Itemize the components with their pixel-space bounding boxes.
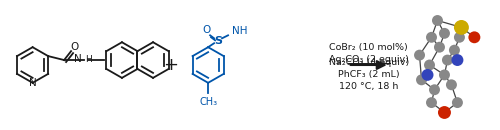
Text: O: O [202,25,210,35]
Circle shape [416,74,427,85]
Text: S: S [214,36,222,46]
Circle shape [439,28,450,39]
Text: N: N [74,54,82,64]
Circle shape [452,54,464,66]
Text: PhCF₃ (2 mL): PhCF₃ (2 mL) [338,70,400,79]
Circle shape [414,50,425,61]
Circle shape [439,107,450,118]
Circle shape [442,55,453,66]
Circle shape [429,84,440,95]
Text: +: + [162,56,178,74]
Text: N: N [28,78,36,88]
Text: Ag₂CO₃ (2 equiv): Ag₂CO₃ (2 equiv) [328,55,408,64]
Circle shape [454,32,465,43]
Circle shape [426,97,437,108]
Text: CoBr₂ (10 mol%): CoBr₂ (10 mol%) [330,43,408,52]
Text: O: O [70,42,78,52]
Circle shape [439,69,450,80]
Text: NH: NH [232,26,248,36]
Text: H: H [85,55,92,64]
Circle shape [468,31,480,43]
Text: Na₂CO₃ (4 equiv): Na₂CO₃ (4 equiv) [328,58,409,67]
Circle shape [424,60,435,70]
Text: 120 °C, 18 h: 120 °C, 18 h [339,82,398,91]
Circle shape [452,97,463,108]
Text: CH₃: CH₃ [199,97,217,107]
Circle shape [434,42,445,53]
Circle shape [422,69,434,81]
Circle shape [446,79,457,90]
Circle shape [454,20,469,35]
Circle shape [438,106,451,119]
Circle shape [426,32,437,43]
Circle shape [432,15,443,26]
Circle shape [449,45,460,56]
